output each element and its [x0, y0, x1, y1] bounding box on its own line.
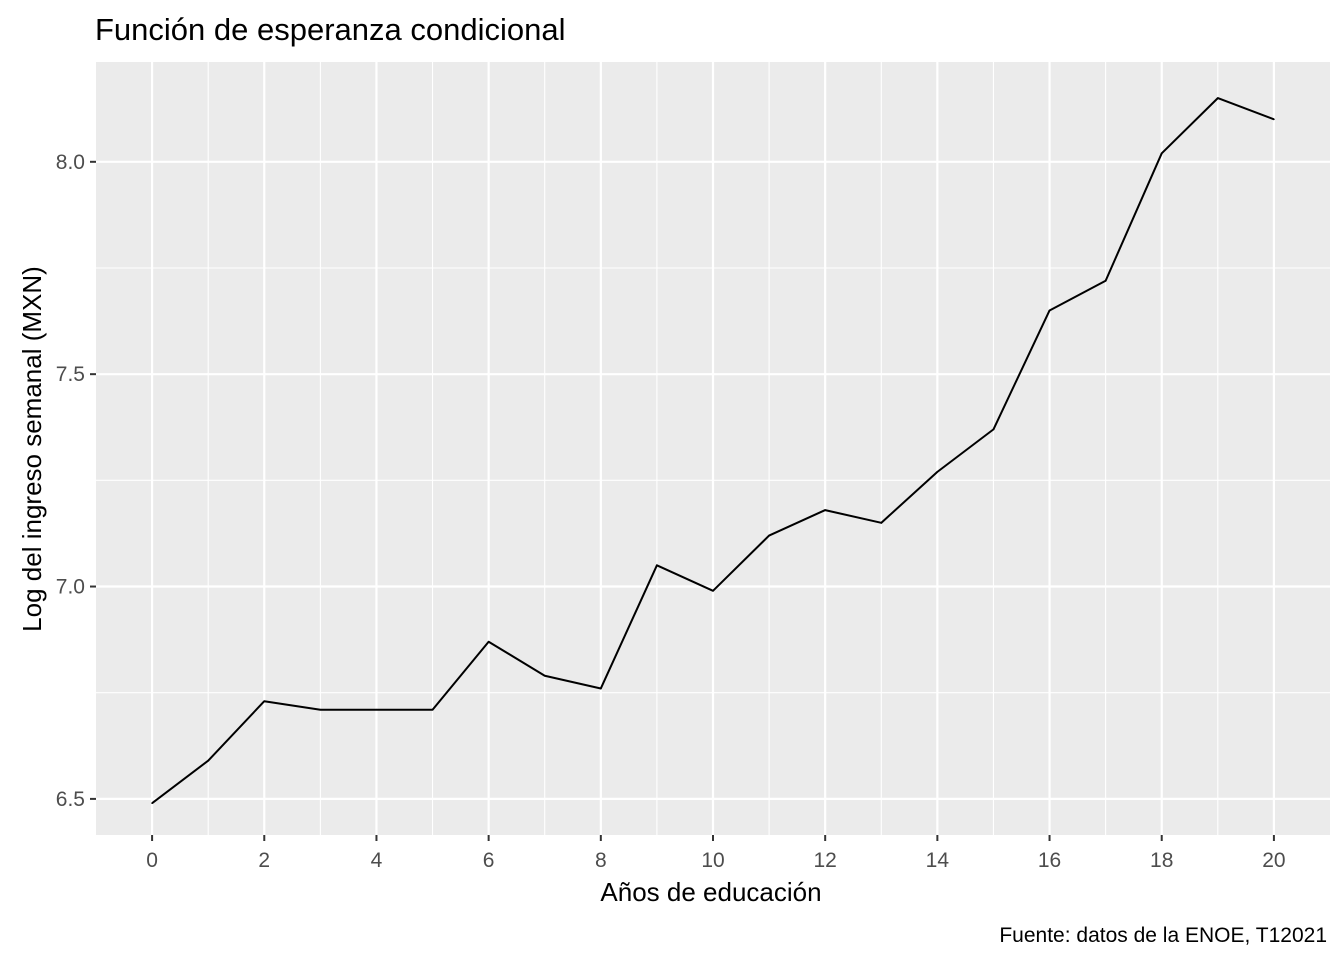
data-point — [712, 589, 714, 592]
x-tick-label: 20 — [1262, 849, 1285, 872]
chart-caption: Fuente: datos de la ENOE, T12021 — [999, 924, 1327, 947]
data-point — [600, 687, 602, 690]
series-layer — [151, 97, 1275, 804]
x-tick-label: 10 — [701, 849, 724, 872]
x-axis: 0 2 4 6 8 10 12 14 16 18 20 — [146, 835, 1286, 872]
y-tick-label: 7.0 — [56, 576, 85, 599]
x-tick-label: 0 — [146, 849, 158, 872]
major-gridlines — [96, 62, 1330, 835]
y-axis-label: Log del ingreso semanal (MXN) — [17, 266, 47, 632]
x-axis-label: Años de educación — [600, 877, 821, 907]
x-tick-label: 12 — [814, 849, 837, 872]
chart-title: Función de esperanza condicional — [95, 12, 565, 47]
y-axis: 6.5 7.0 7.5 8.0 — [56, 151, 96, 811]
data-point — [543, 674, 546, 677]
data-point — [992, 428, 995, 431]
data-point — [936, 471, 939, 473]
data-point — [431, 708, 434, 711]
x-tick-label: 16 — [1038, 849, 1061, 872]
x-tick-label: 2 — [258, 849, 270, 872]
data-point — [375, 708, 378, 711]
data-point — [824, 509, 826, 511]
data-point — [207, 759, 209, 762]
x-tick-label: 14 — [926, 849, 950, 872]
y-tick-label: 8.0 — [56, 151, 85, 174]
data-point — [487, 640, 490, 643]
x-tick-label: 6 — [483, 849, 495, 872]
data-point — [151, 802, 153, 804]
data-point — [1104, 279, 1107, 282]
data-point — [768, 534, 770, 537]
x-tick-label: 4 — [371, 849, 383, 872]
y-tick-label: 7.5 — [56, 363, 85, 386]
data-point — [263, 700, 266, 703]
data-point — [319, 708, 322, 711]
y-tick-label: 6.5 — [56, 788, 85, 811]
data-point — [1048, 309, 1051, 312]
data-point — [1273, 118, 1275, 121]
x-tick-label: 18 — [1150, 849, 1173, 872]
x-tick-label: 8 — [595, 849, 607, 872]
data-point — [1217, 97, 1219, 99]
data-point — [880, 522, 883, 524]
data-point — [656, 564, 658, 567]
data-point — [1160, 152, 1163, 155]
